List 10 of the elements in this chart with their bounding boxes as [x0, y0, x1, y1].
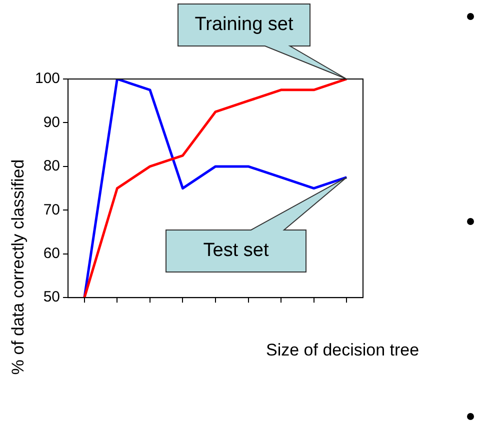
x-axis-title: Size of decision tree: [266, 340, 420, 360]
y-tick-label: 60: [43, 245, 60, 262]
text: Training set: [194, 14, 294, 36]
text: Test set: [203, 240, 270, 262]
y-tick-label: 80: [43, 158, 60, 175]
y-axis-title: % of data correctly classified: [8, 159, 28, 375]
y-tick-label: 90: [43, 114, 60, 131]
y-tick-label: 50: [43, 288, 60, 306]
y-tick-label: 70: [43, 201, 60, 218]
y-tick-label: 100: [34, 70, 60, 88]
